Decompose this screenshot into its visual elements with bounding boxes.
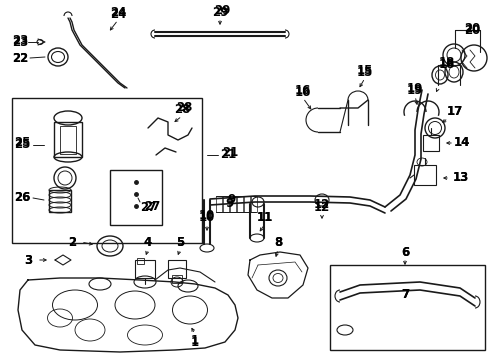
Text: 14: 14 [453,136,469,149]
Bar [223,196,228,212]
Bar [172,275,182,283]
Text: 17: 17 [446,105,462,118]
Text: 2: 2 [68,235,76,248]
Text: 3: 3 [24,253,32,266]
Text: 1: 1 [190,333,199,346]
Text: 20: 20 [463,23,479,36]
Text: 24: 24 [110,8,126,21]
Bar [49,190,71,212]
Bar [329,265,484,350]
Text: 15: 15 [356,63,372,77]
Bar [422,135,438,151]
Text: 26: 26 [14,192,30,204]
Text: 11: 11 [256,211,273,225]
Text: 7: 7 [400,288,408,301]
Text: 23: 23 [12,33,28,46]
Text: 5: 5 [176,237,184,249]
Text: 10: 10 [199,210,215,222]
Bar [244,196,249,212]
Text: 24: 24 [110,5,126,18]
Text: 22: 22 [12,51,28,64]
Text: 21: 21 [222,147,238,159]
Text: 14: 14 [453,136,469,149]
Text: 6: 6 [400,246,408,258]
Text: 16: 16 [294,85,310,99]
Text: 4: 4 [143,237,152,249]
Text: 26: 26 [14,192,30,204]
Text: 9: 9 [227,193,236,207]
Bar [229,196,236,212]
Text: 27: 27 [140,202,156,215]
Bar [413,165,435,185]
Text: 22: 22 [12,51,28,64]
Text: 28: 28 [176,102,192,114]
Text: 19: 19 [406,81,422,94]
Text: 16: 16 [294,84,310,96]
Text: 25: 25 [14,136,30,149]
Text: 21: 21 [220,148,236,162]
Text: 8: 8 [273,237,282,249]
Text: 17: 17 [446,105,462,118]
Text: 4: 4 [143,237,152,249]
Bar [60,126,76,154]
Text: 13: 13 [452,171,468,184]
Bar [168,260,185,278]
Text: 29: 29 [211,5,228,18]
Bar [12,98,202,243]
Text: 20: 20 [463,22,479,35]
Text: 29: 29 [213,4,230,17]
Text: 18: 18 [438,58,454,72]
Text: 7: 7 [400,288,408,301]
Bar [237,196,243,212]
Text: 27: 27 [143,201,160,213]
Text: 3: 3 [24,253,32,266]
Text: 12: 12 [313,198,329,211]
Text: 13: 13 [452,171,468,184]
Text: 28: 28 [173,104,190,117]
Text: 19: 19 [406,84,422,96]
Text: 1: 1 [190,336,199,348]
Text: 15: 15 [356,66,372,78]
Bar [250,196,257,212]
Text: 5: 5 [176,237,184,249]
Bar [216,196,222,212]
Text: 11: 11 [256,211,273,225]
Text: 6: 6 [400,246,408,258]
Bar [135,260,155,278]
Text: 18: 18 [438,55,454,68]
Text: 25: 25 [14,139,30,152]
Text: 23: 23 [12,36,28,49]
Bar [110,170,162,225]
Text: 2: 2 [68,235,76,248]
Text: 9: 9 [225,198,234,211]
Text: 10: 10 [199,211,215,225]
Text: 12: 12 [313,202,329,215]
Bar [137,258,143,264]
Text: 8: 8 [273,237,282,249]
Bar [54,122,82,157]
